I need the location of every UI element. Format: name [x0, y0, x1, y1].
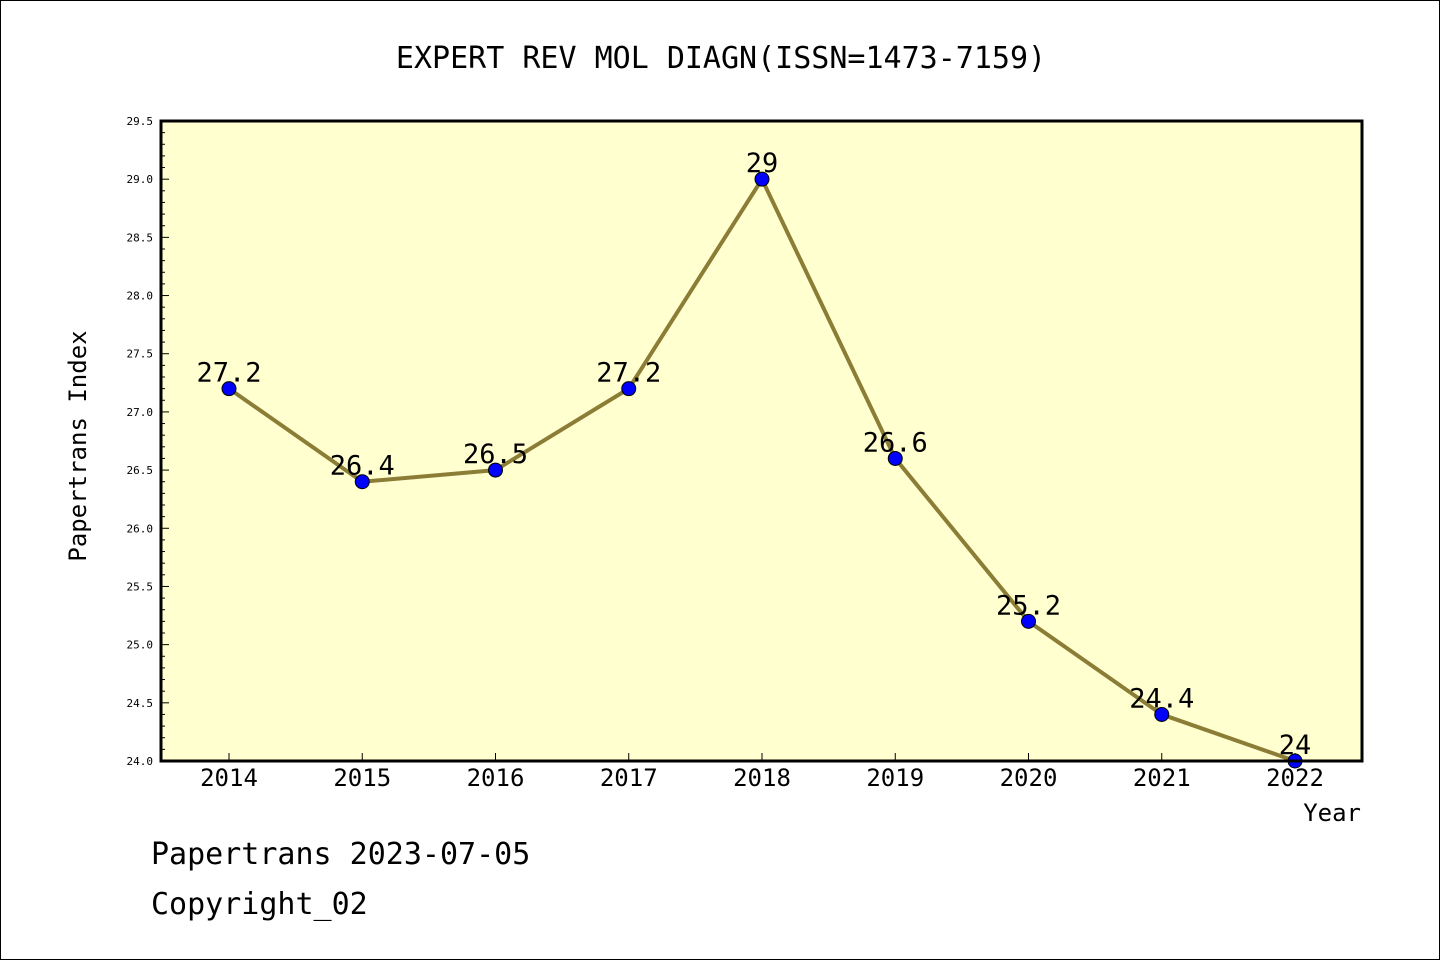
x-tick-label: 2015 [333, 764, 391, 792]
y-tick-label: 29.5 [127, 115, 154, 128]
x-tick-label: 2020 [1000, 764, 1058, 792]
data-label: 29 [746, 148, 779, 179]
data-label: 25.2 [996, 590, 1061, 621]
data-point [1021, 613, 1036, 629]
data-label: 27.2 [196, 358, 261, 389]
data-label: 26.4 [330, 451, 395, 482]
y-tick-label: 25.5 [127, 580, 154, 593]
data-label: 27.2 [596, 358, 661, 389]
x-axis: 2014 2015 2016 2017 2018 2019 2020 2021 2022 [200, 753, 1324, 792]
x-tick-label: 2021 [1133, 764, 1191, 792]
x-tick-label: 2016 [467, 764, 525, 792]
data-label: 24 [1279, 730, 1312, 761]
y-tick-label: 24.5 [127, 697, 154, 710]
y-tick-label: 24.0 [127, 755, 154, 768]
y-tick-label: 27.5 [127, 348, 154, 361]
data-labels: 27.2 26.4 26.5 27.2 29 26.6 25.2 24.4 24 [196, 148, 1311, 761]
data-point [1154, 706, 1170, 722]
y-tick-label: 28.5 [127, 231, 154, 244]
data-point [488, 462, 503, 478]
footer-date-text: Papertrans 2023-07-05 [151, 837, 531, 872]
x-tick-label: 2014 [200, 764, 258, 792]
x-tick-label: 2018 [733, 764, 791, 792]
y-tick-label: 25.0 [127, 639, 154, 652]
y-tick-label: 27.0 [127, 406, 154, 419]
series-markers [221, 171, 1303, 769]
x-axis-label: Year [1303, 799, 1361, 827]
x-tick-label: 2017 [600, 764, 658, 792]
data-label: 26.6 [863, 427, 928, 458]
y-tick-label: 28.0 [127, 290, 154, 303]
y-tick-label: 26.5 [127, 464, 154, 477]
data-point [354, 474, 370, 490]
y-tick-label: 26.0 [127, 522, 154, 535]
plot-area [161, 121, 1362, 761]
data-point [754, 171, 770, 187]
y-axis-label: Papertrans Index [64, 330, 92, 561]
plot-border [159, 119, 1364, 763]
data-label: 24.4 [1129, 683, 1194, 714]
x-tick-label: 2022 [1266, 764, 1324, 792]
footer-copyright-text: Copyright_02 [151, 887, 368, 922]
data-point [221, 381, 237, 397]
y-tick-label: 29.0 [127, 173, 154, 186]
x-tick-label: 2019 [866, 764, 924, 792]
data-point [887, 450, 903, 466]
chart-title: EXPERT REV MOL DIAGN(ISSN=1473-7159) [396, 41, 1046, 76]
data-point [621, 381, 637, 397]
data-label: 26.5 [463, 439, 528, 470]
